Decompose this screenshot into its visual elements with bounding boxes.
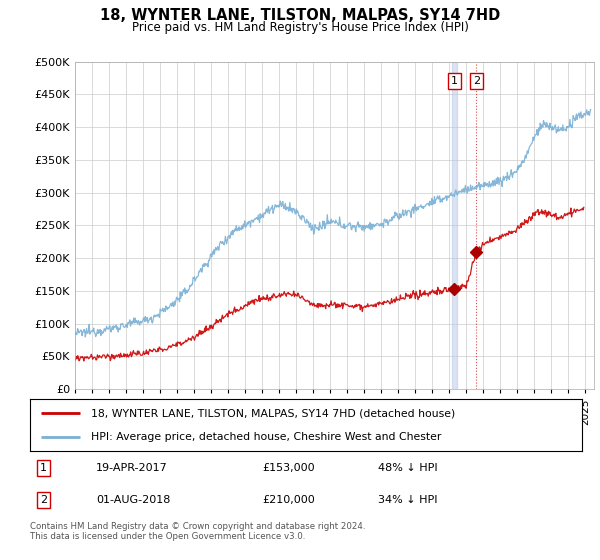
Text: 2: 2	[473, 76, 480, 86]
Text: 18, WYNTER LANE, TILSTON, MALPAS, SY14 7HD: 18, WYNTER LANE, TILSTON, MALPAS, SY14 7…	[100, 8, 500, 24]
Text: 1: 1	[40, 463, 47, 473]
Text: Price paid vs. HM Land Registry's House Price Index (HPI): Price paid vs. HM Land Registry's House …	[131, 21, 469, 34]
Text: 18, WYNTER LANE, TILSTON, MALPAS, SY14 7HD (detached house): 18, WYNTER LANE, TILSTON, MALPAS, SY14 7…	[91, 408, 455, 418]
Text: HPI: Average price, detached house, Cheshire West and Chester: HPI: Average price, detached house, Ches…	[91, 432, 441, 442]
Text: Contains HM Land Registry data © Crown copyright and database right 2024.
This d: Contains HM Land Registry data © Crown c…	[30, 522, 365, 542]
Bar	[452, 62, 457, 389]
Text: 2: 2	[40, 495, 47, 505]
Text: 34% ↓ HPI: 34% ↓ HPI	[378, 495, 437, 505]
Text: £210,000: £210,000	[262, 495, 314, 505]
Text: 1: 1	[451, 76, 458, 86]
Text: £153,000: £153,000	[262, 463, 314, 473]
Text: 19-APR-2017: 19-APR-2017	[96, 463, 168, 473]
Text: 01-AUG-2018: 01-AUG-2018	[96, 495, 170, 505]
Text: 48% ↓ HPI: 48% ↓ HPI	[378, 463, 437, 473]
